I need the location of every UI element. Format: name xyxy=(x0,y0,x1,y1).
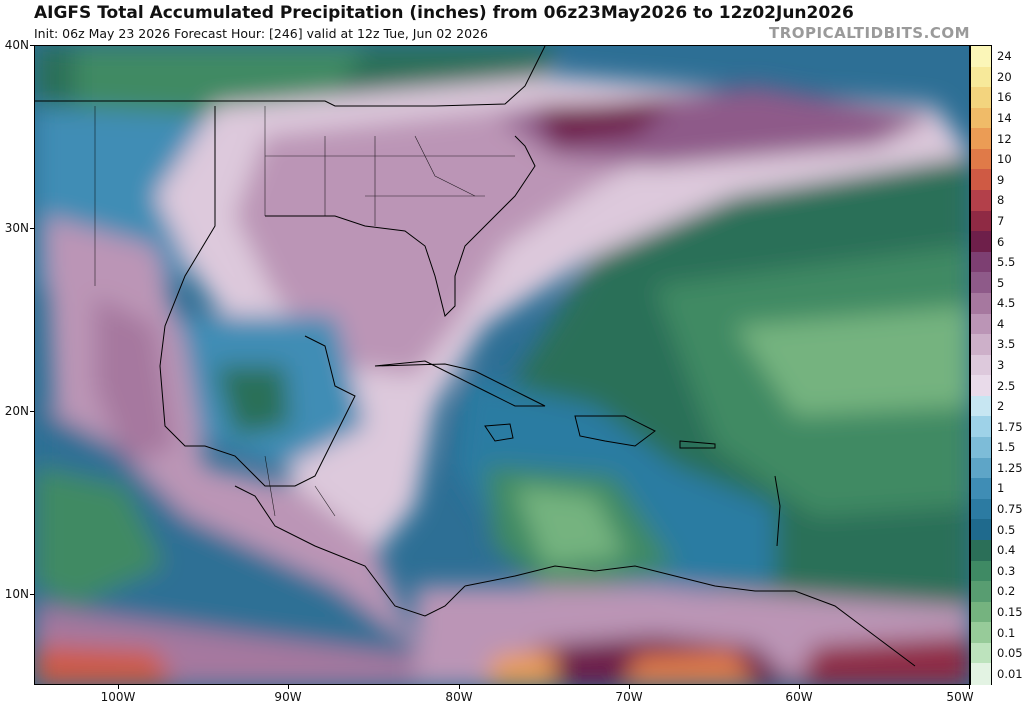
lat-label-40n: 40N xyxy=(4,38,29,52)
colorbar-label: 20 xyxy=(997,69,1012,84)
colorbar-label: 1.5 xyxy=(997,440,1016,455)
colorbar-swatch xyxy=(971,519,991,541)
colorbar-label: 8 xyxy=(997,193,1005,208)
colorbar-swatch xyxy=(971,292,991,315)
colorbar-swatch xyxy=(971,642,991,664)
brand-watermark: TROPICALTIDBITS.COM xyxy=(769,24,970,42)
colorbar-label: 2.5 xyxy=(997,378,1016,393)
colorbar-swatch xyxy=(971,210,991,232)
colorbar-swatch xyxy=(971,46,991,68)
colorbar-swatch xyxy=(971,663,991,685)
precipitation-map xyxy=(34,45,970,685)
colorbar-swatch xyxy=(971,128,991,150)
colorbar-swatch xyxy=(971,87,991,109)
colorbar-swatch xyxy=(971,107,991,129)
precip-colorbar xyxy=(970,45,992,685)
lat-label-10n: 10N xyxy=(4,587,29,601)
colorbar-label: 14 xyxy=(997,111,1012,126)
colorbar-label: 0.05 xyxy=(997,646,1023,661)
lon-tick xyxy=(459,685,460,689)
colorbar-swatch xyxy=(971,601,991,623)
colorbar-swatch xyxy=(971,334,991,356)
precip-field xyxy=(35,46,969,684)
map-title: AIGFS Total Accumulated Precipitation (i… xyxy=(34,3,854,23)
coastlines xyxy=(35,46,916,667)
lon-label-60w: 60W xyxy=(785,690,813,704)
colorbar-swatch xyxy=(971,190,991,212)
colorbar-swatch xyxy=(971,478,991,500)
lon-tick xyxy=(288,685,289,689)
colorbar-swatch xyxy=(971,457,991,479)
lat-tick xyxy=(30,594,34,595)
colorbar-label: 5.5 xyxy=(997,255,1016,270)
colorbar-label: 1.75 xyxy=(997,419,1023,434)
colorbar-label: 3.5 xyxy=(997,337,1016,352)
colorbar-swatch xyxy=(971,272,991,294)
colorbar-label: 10 xyxy=(997,152,1012,167)
colorbar-swatch xyxy=(971,560,991,582)
lon-label-80w: 80W xyxy=(445,690,473,704)
colorbar-swatch xyxy=(971,395,991,418)
lon-tick xyxy=(799,685,800,689)
colorbar-label: 1.25 xyxy=(997,460,1023,475)
colorbar-label: 24 xyxy=(997,49,1012,64)
colorbar-label: 6 xyxy=(997,234,1005,249)
colorbar-label: 2 xyxy=(997,399,1005,414)
colorbar-swatch xyxy=(971,498,991,520)
lon-label-50w: 50W xyxy=(946,690,974,704)
lat-tick xyxy=(30,45,34,46)
colorbar-swatch xyxy=(971,354,991,376)
colorbar-swatch xyxy=(971,169,991,191)
colorbar-label: 0.4 xyxy=(997,543,1016,558)
colorbar-label: 0.15 xyxy=(997,604,1023,619)
colorbar-swatch xyxy=(971,581,991,603)
colorbar-label: 0.1 xyxy=(997,625,1016,640)
colorbar-swatch xyxy=(971,416,991,438)
colorbar-label: 12 xyxy=(997,131,1012,146)
colorbar-label: 0.5 xyxy=(997,522,1016,537)
colorbar-swatch xyxy=(971,148,991,171)
colorbar-label: 4 xyxy=(997,316,1005,331)
colorbar-label: 0.75 xyxy=(997,502,1023,517)
colorbar-swatch xyxy=(971,251,991,273)
colorbar-label: 4.5 xyxy=(997,296,1016,311)
colorbar-swatch xyxy=(971,66,991,88)
colorbar-label: 0.01 xyxy=(997,666,1023,681)
colorbar-swatch xyxy=(971,231,991,253)
lon-tick xyxy=(969,685,970,689)
colorbar-label: 1 xyxy=(997,481,1005,496)
political-borders xyxy=(94,106,515,517)
colorbar-label: 0.3 xyxy=(997,563,1016,578)
lon-tick xyxy=(118,685,119,689)
lat-label-20n: 20N xyxy=(4,404,29,418)
colorbar-label: 0.2 xyxy=(997,584,1016,599)
lat-tick xyxy=(30,228,34,229)
colorbar-label: 5 xyxy=(997,275,1005,290)
colorbar-swatch xyxy=(971,313,991,335)
lon-tick xyxy=(629,685,630,689)
lat-label-30n: 30N xyxy=(4,221,29,235)
lon-label-70w: 70W xyxy=(615,690,643,704)
colorbar-label: 7 xyxy=(997,213,1005,228)
colorbar-label: 16 xyxy=(997,90,1012,105)
lon-label-90w: 90W xyxy=(274,690,302,704)
colorbar-swatch xyxy=(971,539,991,562)
lon-label-100w: 100W xyxy=(100,690,136,704)
colorbar-swatch xyxy=(971,375,991,397)
colorbar-label: 9 xyxy=(997,172,1005,187)
colorbar-swatch xyxy=(971,622,991,644)
map-canvas xyxy=(35,46,969,684)
lat-tick xyxy=(30,411,34,412)
colorbar-label: 3 xyxy=(997,358,1005,372)
colorbar-swatch xyxy=(971,437,991,459)
map-subtitle: Init: 06z May 23 2026 Forecast Hour: [24… xyxy=(34,26,488,41)
